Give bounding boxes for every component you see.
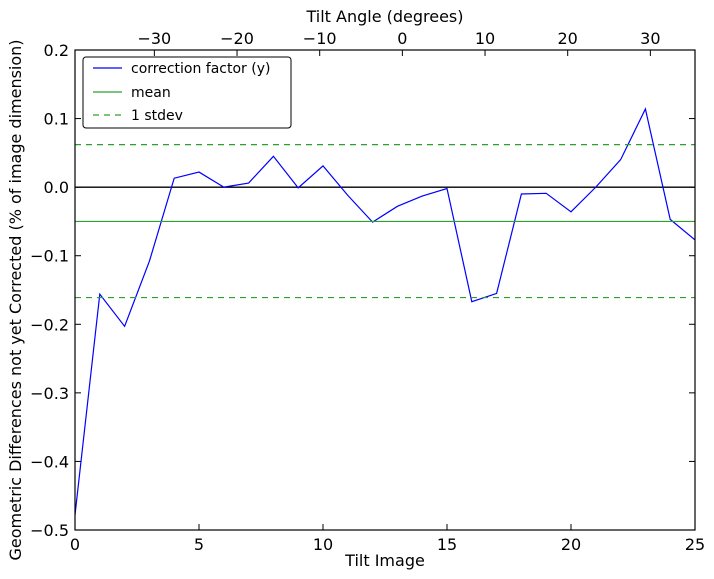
x-tick-label: 0 — [70, 535, 80, 554]
x-tick-label: 10 — [313, 535, 333, 554]
top-x-tick-label: −10 — [303, 29, 337, 48]
top-x-tick-label: 10 — [475, 29, 495, 48]
series-line-correction-factor-y — [75, 107, 695, 515]
y-tick-label: −0.3 — [30, 384, 69, 403]
top-x-tick-label: 30 — [640, 29, 660, 48]
y-tick-label: 0.2 — [44, 41, 69, 60]
top-x-tick-label: −20 — [220, 29, 254, 48]
legend: correction factor (y) mean 1 stdev — [82, 56, 292, 129]
y-axis-label: Geometric Differences not yet Corrected … — [6, 39, 25, 560]
legend-box — [82, 56, 292, 129]
y-tick-label: −0.5 — [30, 521, 69, 540]
plot-frame — [74, 49, 696, 531]
y-tick-label: −0.1 — [30, 247, 69, 266]
y-tick-label: 0.1 — [44, 110, 69, 129]
x-axis-label: Tilt Image — [344, 551, 425, 570]
plot-content — [75, 107, 695, 515]
legend-label-mean: mean — [131, 85, 171, 101]
top-x-tick-label: 20 — [558, 29, 578, 48]
legend-label-correction-factor: correction factor (y) — [131, 61, 270, 77]
top-x-tick-label: 0 — [397, 29, 407, 48]
x-tick-label: 25 — [685, 535, 705, 554]
x-tick-label: 5 — [194, 535, 204, 554]
y-tick-label: −0.4 — [30, 452, 69, 471]
top-x-tick-label: −30 — [137, 29, 171, 48]
x-tick-label: 15 — [437, 535, 457, 554]
legend-label-stdev: 1 stdev — [131, 108, 183, 124]
y-tick-label: −0.2 — [30, 315, 69, 334]
top-x-axis-label: Tilt Angle (degrees) — [305, 7, 463, 26]
ticks: 0 5 10 15 20 25 −0.5 −0.4 −0.3 −0.2 −0.1 0.0 0.1 0.2 −… — [30, 29, 705, 554]
x-tick-label: 20 — [561, 535, 581, 554]
y-tick-label: 0.0 — [44, 178, 69, 197]
